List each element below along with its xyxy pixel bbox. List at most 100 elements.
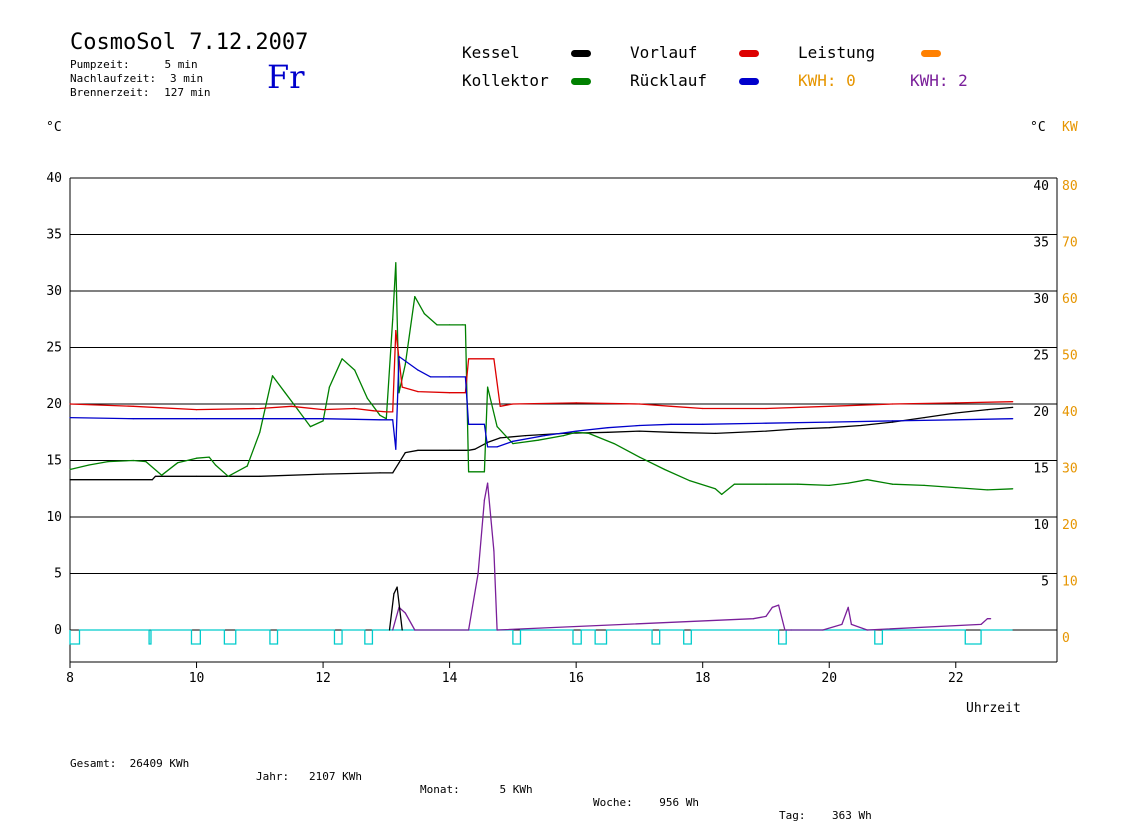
footer-stats: Gesamt: 26409 KWh Jahr: 2107 KWh Monat: … <box>70 744 872 822</box>
point-kollektor-3 <box>132 459 134 462</box>
point-ruecklauf-4 <box>322 418 324 420</box>
legend-kwh-2: KWH: 2 <box>910 71 968 90</box>
power-axis-unit: KW <box>1062 120 1078 135</box>
y2-tick-label-5: 10 <box>1062 575 1078 590</box>
point-ruecklauf-27 <box>955 419 957 421</box>
legend-leistung: Leistung <box>798 43 876 62</box>
series-kessel_spike <box>388 586 403 631</box>
footer-woche: Woche: 956 Wh <box>593 796 699 809</box>
series-kwh2 <box>392 482 991 631</box>
point-kessel-24 <box>828 427 830 429</box>
point-kollektor-58 <box>986 489 989 491</box>
point-kollektor-36 <box>487 386 489 388</box>
info-brennerzeit: Brennerzeit: 127 min <box>70 86 210 100</box>
point-kollektor-15 <box>297 409 299 411</box>
point-kwh2-2 <box>404 612 406 614</box>
y-tick-label-left-10: 10 <box>46 510 62 525</box>
y2-tick-label-20: 40 <box>1062 405 1078 420</box>
point-kollektor-26 <box>398 392 400 394</box>
point-ruecklauf-11 <box>449 376 451 378</box>
point-kollektor-48 <box>721 493 723 495</box>
point-kwh2-21 <box>980 623 982 626</box>
y-tick-label-right-15: 15 <box>1033 462 1049 477</box>
point-ruecklauf-17 <box>512 440 514 442</box>
point-kollektor-21 <box>366 397 368 399</box>
point-vorlauf-1 <box>132 405 134 407</box>
point-kessel_spike-1 <box>393 593 395 595</box>
point-vorlauf-24 <box>828 405 830 407</box>
point-kessel-11 <box>449 449 451 451</box>
point-kollektor-19 <box>341 358 343 360</box>
point-ruecklauf-8 <box>398 355 400 358</box>
y-tick-label-right-5: 5 <box>1041 575 1049 590</box>
y2-tick-label-0: 0 <box>1062 631 1070 646</box>
point-kessel-3 <box>195 475 198 477</box>
y-tick-label-left-25: 25 <box>46 341 62 356</box>
x-axis-label: Uhrzeit <box>966 701 1021 716</box>
point-vorlauf-26 <box>955 402 957 404</box>
legend-kessel-swatch <box>571 50 591 57</box>
point-kollektor-11 <box>246 465 248 467</box>
point-kollektor-43 <box>613 443 615 445</box>
point-kollektor-44 <box>638 456 641 458</box>
legend-kollektor-swatch <box>571 78 591 85</box>
info-pumpzeit: Pumpzeit: 5 min <box>70 58 198 72</box>
info-nachlaufzeit: Nachlaufzeit: 3 min <box>70 72 203 86</box>
point-kessel-28 <box>955 412 957 414</box>
point-ruecklauf-15 <box>487 446 489 448</box>
page-title: CosmoSol 7.12.2007 <box>70 30 309 55</box>
point-kollektor-35 <box>483 471 485 473</box>
point-vorlauf-14 <box>464 392 466 394</box>
point-kollektor-39 <box>537 439 539 441</box>
point-vorlauf-4 <box>290 405 292 407</box>
point-kessel-30 <box>1012 406 1014 408</box>
point-kwh2-6 <box>483 499 485 501</box>
point-ruecklauf-18 <box>543 435 546 437</box>
point-kollektor-31 <box>449 324 451 326</box>
point-kessel-16 <box>524 435 527 437</box>
point-kollektor-9 <box>214 464 217 466</box>
point-kessel-27 <box>923 417 925 419</box>
point-ruecklauf-1 <box>132 418 134 420</box>
x-tick-label-22: 22 <box>948 671 964 686</box>
point-kollektor-57 <box>955 487 957 489</box>
x-tick-label-12: 12 <box>315 671 331 686</box>
point-vorlauf-2 <box>195 409 198 411</box>
point-kollektor-56 <box>923 484 925 486</box>
footer-gesamt: Gesamt: 26409 KWh <box>70 757 190 770</box>
point-ruecklauf-12 <box>464 376 466 378</box>
point-kollektor-4 <box>145 461 147 463</box>
point-kessel_spike-0 <box>388 629 391 631</box>
point-vorlauf-10 <box>395 330 397 332</box>
y-tick-label-left-0: 0 <box>54 623 62 638</box>
y-tick-label-right-40: 40 <box>1033 179 1049 194</box>
point-kollektor-33 <box>464 324 466 326</box>
point-vorlauf-8 <box>385 411 387 413</box>
point-vorlauf-13 <box>449 392 451 394</box>
y-tick-label-right-20: 20 <box>1033 405 1049 420</box>
point-ruecklauf-26 <box>891 420 894 422</box>
point-kollektor-8 <box>208 456 210 458</box>
info-label: Pumpzeit: <box>70 58 130 71</box>
point-ruecklauf-2 <box>195 418 198 420</box>
point-kollektor-51 <box>797 483 799 485</box>
point-kessel-10 <box>417 449 419 451</box>
point-vorlauf-16 <box>493 358 495 360</box>
point-kollektor-38 <box>512 443 514 445</box>
point-vorlauf-6 <box>354 407 356 410</box>
series-pump-pulses <box>69 629 1013 645</box>
x-tick-label-18: 18 <box>695 671 711 686</box>
point-kwh2-14 <box>784 629 786 631</box>
point-kollektor-29 <box>423 313 425 315</box>
point-kwh2-0 <box>392 629 394 631</box>
point-kollektor-47 <box>714 488 716 490</box>
info-label: Brennerzeit: <box>70 86 150 99</box>
point-kollektor-27 <box>404 363 406 365</box>
point-kollektor-14 <box>284 392 286 394</box>
point-vorlauf-0 <box>69 403 71 405</box>
y2-tick-label-35: 70 <box>1062 236 1078 251</box>
x-tick-label-16: 16 <box>568 671 584 686</box>
y2-tick-label-15: 30 <box>1062 462 1078 477</box>
point-kollektor-49 <box>733 483 735 485</box>
y-tick-label-left-30: 30 <box>46 284 62 299</box>
